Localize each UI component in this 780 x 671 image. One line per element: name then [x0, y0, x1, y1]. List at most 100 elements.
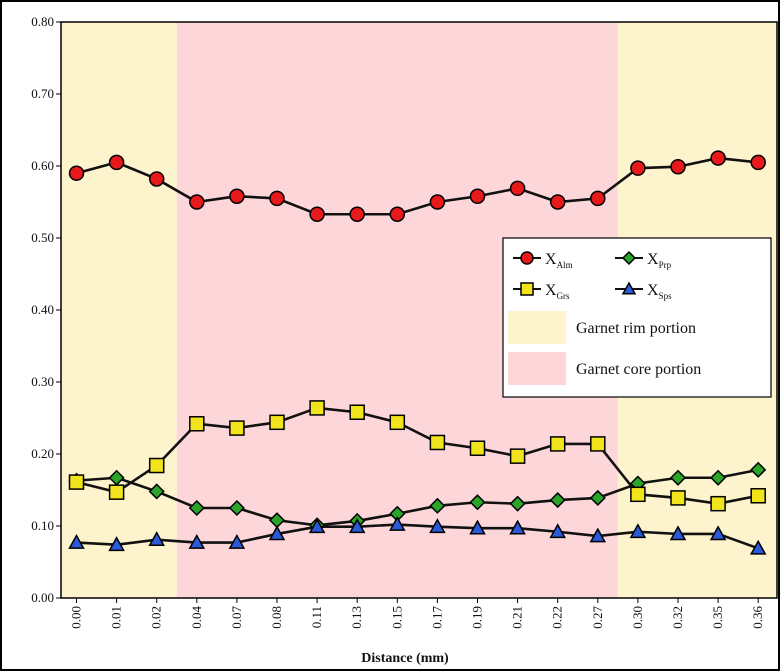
point-sps: [108, 536, 125, 552]
x-tick-label: 0.21: [510, 606, 525, 629]
x-tick-label: 0.08: [269, 606, 284, 629]
point-alm: [108, 154, 125, 171]
point-grs: [349, 404, 365, 420]
point-alm: [590, 190, 606, 207]
point-sps: [469, 519, 486, 535]
point-sps: [188, 534, 206, 549]
legend-label-core: Garnet core portion: [576, 361, 701, 378]
legend-label-prp: XPrp: [647, 251, 672, 270]
point-grs: [469, 440, 486, 456]
point-alm: [68, 165, 85, 181]
x-tick-label: 0.17: [429, 606, 444, 629]
y-tick-label: 0.50: [31, 230, 54, 245]
legend: XAlm XPrp XGrs XSps Garnet rim portion Garnet…: [502, 237, 772, 398]
x-tick-label: 0.01: [109, 606, 124, 629]
point-grs: [710, 495, 726, 512]
point-sps: [68, 534, 85, 549]
point-alm: [549, 194, 566, 210]
x-tick-label: 0.19: [470, 606, 485, 629]
point-grs: [148, 457, 165, 474]
point-grs: [670, 490, 686, 506]
y-tick-label: 0.60: [31, 158, 54, 173]
series-line-sps: [76, 523, 759, 550]
point-alm: [389, 206, 406, 222]
legend-marker-grs: [520, 282, 534, 296]
point-grs: [269, 414, 285, 431]
x-tick-label: 0.32: [670, 606, 685, 629]
point-sps: [389, 516, 406, 531]
y-tick-label: 0.30: [31, 374, 54, 389]
point-sps: [308, 518, 326, 534]
x-tick-label: 0.02: [149, 606, 164, 629]
legend-marker-sps: [621, 281, 637, 295]
y-tick-label: 0.20: [31, 446, 54, 461]
point-prp: [188, 499, 205, 517]
point-sps: [589, 527, 607, 543]
series-markers: [68, 150, 767, 555]
point-grs: [108, 484, 125, 500]
point-prp: [750, 461, 767, 478]
point-sps: [429, 518, 446, 534]
point-sps: [509, 519, 526, 535]
point-sps: [348, 518, 366, 534]
point-prp: [509, 495, 526, 512]
point-alm: [469, 188, 486, 204]
x-tick-label: 0.00: [69, 606, 84, 629]
point-sps: [268, 525, 286, 541]
region-0: [61, 22, 177, 598]
point-alm: [269, 190, 285, 207]
point-grs: [509, 448, 526, 464]
point-prp: [228, 499, 245, 517]
point-prp: [589, 489, 606, 506]
point-sps: [148, 531, 165, 547]
legend-swatch-core: [508, 352, 566, 385]
x-tick-label: 0.27: [590, 606, 605, 629]
point-grs: [309, 400, 325, 416]
point-grs: [389, 414, 406, 431]
legend-swatch-rim: [508, 311, 566, 344]
point-grs: [630, 486, 646, 503]
point-sps: [549, 523, 566, 539]
x-tick-label: 0.30: [630, 606, 645, 629]
legend-label-grs: XGrs: [545, 282, 570, 301]
point-prp: [429, 497, 446, 514]
y-tick-label: 0.70: [31, 86, 54, 101]
point-grs: [68, 474, 85, 490]
y-tick-label: 0.40: [31, 302, 54, 317]
point-alm: [349, 206, 365, 222]
x-tick-label: 0.36: [750, 606, 765, 629]
point-alm: [309, 206, 325, 222]
point-prp: [710, 469, 727, 486]
point-grs: [549, 436, 566, 452]
x-axis: 0.00 0.01 0.02 0.04 0.07 0.08 0.11 0.13 0.15 0.17…: [69, 598, 765, 629]
x-tick-label: 0.22: [550, 606, 565, 629]
point-sps: [228, 534, 246, 549]
legend-marker-prp: [621, 250, 637, 266]
point-prp: [549, 492, 566, 509]
y-axis: 0.00 0.10 0.20 0.30 0.40 0.50 0.60 0.70 0.80: [31, 14, 61, 605]
x-tick-label: 0.13: [349, 606, 364, 629]
legend-label-alm: XAlm: [545, 251, 573, 270]
x-tick-label: 0.11: [309, 606, 324, 628]
x-tick-label: 0.15: [389, 606, 404, 629]
legend-label-rim: Garnet rim portion: [576, 320, 696, 337]
point-alm: [670, 158, 686, 175]
point-alm: [710, 150, 726, 166]
point-sps: [709, 525, 727, 541]
point-sps: [749, 539, 767, 555]
point-prp: [469, 494, 486, 511]
point-alm: [750, 154, 766, 171]
y-tick-label: 0.00: [31, 590, 54, 605]
point-prp: [669, 469, 687, 486]
point-alm: [429, 194, 446, 210]
legend-label-sps: XSps: [647, 282, 672, 301]
x-axis-label: Distance (mm): [361, 651, 449, 666]
point-grs: [189, 416, 205, 432]
x-tick-label: 0.35: [710, 606, 725, 629]
point-grs: [229, 420, 245, 436]
y-tick-label: 0.10: [31, 518, 54, 533]
x-tick-label: 0.07: [229, 606, 244, 629]
point-sps: [669, 525, 687, 541]
point-grs: [429, 434, 446, 451]
